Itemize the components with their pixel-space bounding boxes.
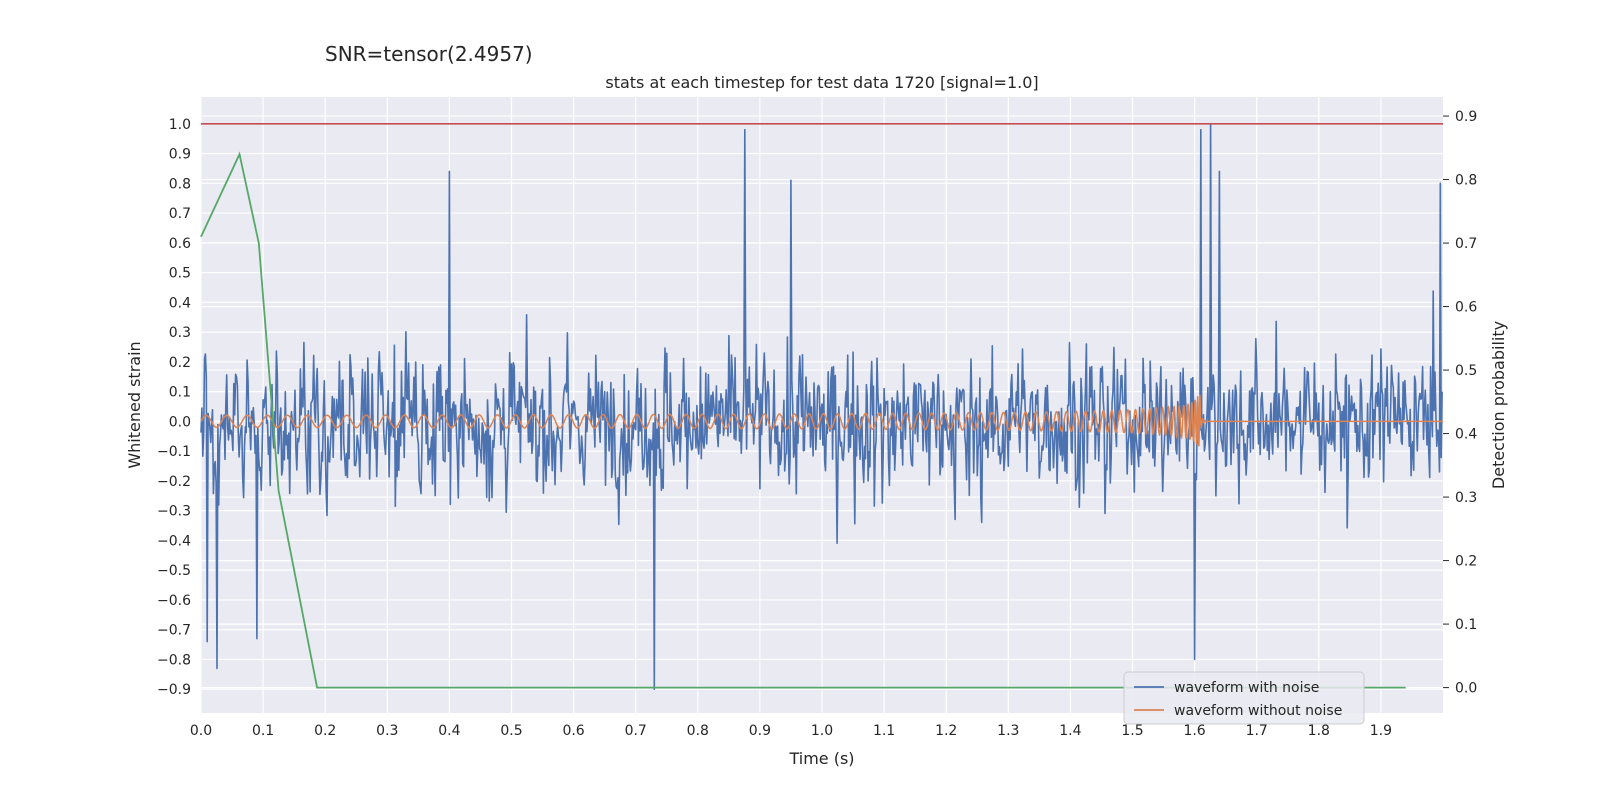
detection-probability-line — [200, 151, 1406, 689]
x-tick-label: 1.5 — [1121, 723, 1143, 739]
y-right-tick-label: 0.0 — [1455, 681, 1477, 697]
y-left-tick-label: −0.2 — [157, 474, 191, 490]
y-left-tick-label: −0.4 — [157, 533, 191, 549]
y-axis-left-ticks: 1.0 0.9 0.8 0.7 0.6 0.5 0.4 0.3 0.2 0.1 0.0 −0.1 −0.… — [157, 117, 191, 698]
x-tick-label: 0.4 — [438, 723, 460, 739]
y-right-tick-label: 0.4 — [1455, 427, 1477, 443]
x-tick-label: 0.0 — [190, 723, 212, 739]
legend-label: waveform with noise — [1174, 680, 1319, 696]
x-tick-label: 0.2 — [314, 723, 336, 739]
y-axis-left-label: Whitened strain — [125, 341, 144, 468]
y-left-tick-label: −0.7 — [157, 623, 191, 639]
legend-label: waveform without noise — [1174, 703, 1342, 719]
y-left-tick-label: 0.3 — [169, 325, 191, 341]
series-waveform-without-noise — [200, 394, 1443, 447]
y-axis-right-label: Detection probability — [1489, 321, 1508, 489]
x-tick-label: 0.9 — [749, 723, 771, 739]
suptitle: SNR=tensor(2.4957) — [325, 42, 533, 66]
x-tick-label: 1.7 — [1246, 723, 1268, 739]
x-tick-label: 0.5 — [500, 723, 522, 739]
y-left-tick-label: 0.5 — [169, 266, 191, 282]
chart-title: stats at each timestep for test data 172… — [605, 73, 1038, 92]
x-tick-label: 0.8 — [687, 723, 709, 739]
y-left-tick-label: 0.0 — [169, 414, 191, 430]
y-left-tick-label: 0.8 — [169, 176, 191, 192]
y-left-tick-label: 0.1 — [169, 385, 191, 401]
x-tick-label: 1.2 — [935, 723, 957, 739]
y-right-tick-label: 0.3 — [1455, 490, 1477, 506]
y-right-tick-label: 0.5 — [1455, 363, 1477, 379]
x-tick-label: 0.7 — [625, 723, 647, 739]
x-tick-label: 1.9 — [1370, 723, 1392, 739]
x-tick-label: 0.1 — [252, 723, 274, 739]
y-left-tick-label: 0.2 — [169, 355, 191, 371]
x-tick-label: 1.4 — [1059, 723, 1081, 739]
x-tick-label: 0.6 — [562, 723, 584, 739]
y-left-tick-label: −0.5 — [157, 563, 191, 579]
y-left-tick-label: −0.1 — [157, 444, 191, 460]
x-tick-label: 1.3 — [997, 723, 1019, 739]
y-axis-right-ticks: 0.9 0.8 0.7 0.6 0.5 0.4 0.3 0.2 0.1 0.0 — [1443, 109, 1477, 697]
x-tick-label: 1.6 — [1183, 723, 1205, 739]
y-right-tick-label: 0.1 — [1455, 617, 1477, 633]
y-left-tick-label: −0.9 — [157, 682, 191, 698]
x-tick-label: 1.8 — [1308, 723, 1330, 739]
y-left-tick-label: 0.6 — [169, 236, 191, 252]
y-left-tick-label: −0.3 — [157, 504, 191, 520]
y-left-tick-label: −0.8 — [157, 652, 191, 668]
y-right-tick-label: 0.8 — [1455, 173, 1477, 189]
y-left-tick-label: 0.7 — [169, 206, 191, 222]
y-left-tick-label: 0.4 — [169, 295, 191, 311]
y-right-tick-label: 0.7 — [1455, 236, 1477, 252]
x-tick-label: 0.3 — [376, 723, 398, 739]
legend-box — [1123, 671, 1365, 725]
x-axis-label: Time (s) — [788, 749, 854, 768]
series-detection-probability — [200, 151, 1406, 689]
y-left-tick-label: 0.9 — [169, 147, 191, 163]
y-right-tick-label: 0.9 — [1455, 109, 1477, 125]
legend: waveform with noise waveform without nois… — [1123, 671, 1365, 725]
y-right-tick-label: 0.6 — [1455, 300, 1477, 316]
waveform-without-noise-line — [200, 394, 1443, 447]
y-left-tick-label: 1.0 — [169, 117, 191, 133]
x-axis-ticks: 0.0 0.1 0.2 0.3 0.4 0.5 0.6 0.7 0.8 0.9 1.0 1.1 1.2 1… — [190, 723, 1392, 739]
x-tick-label: 1.0 — [811, 723, 833, 739]
x-tick-label: 1.1 — [873, 723, 895, 739]
y-left-tick-label: −0.6 — [157, 593, 191, 609]
waveform-with-noise-line — [200, 123, 1444, 691]
series-waveform-with-noise — [200, 123, 1444, 691]
y-right-tick-label: 0.2 — [1455, 554, 1477, 570]
